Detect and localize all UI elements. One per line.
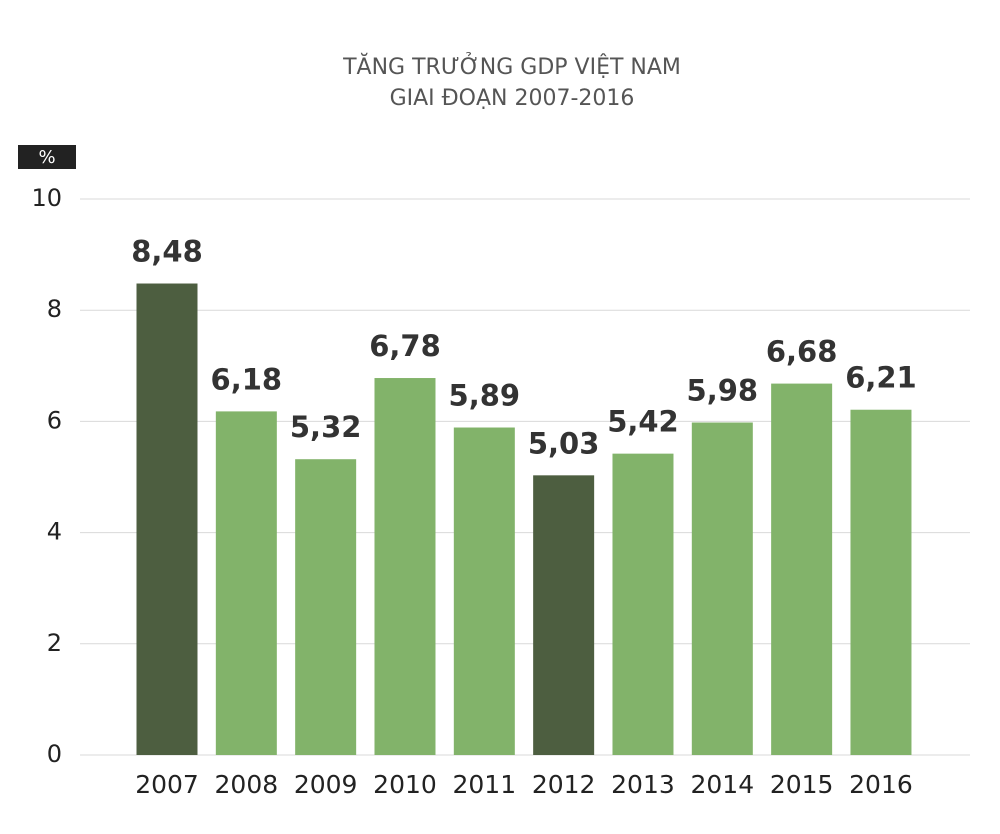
y-tick-label: 6 bbox=[47, 406, 62, 434]
x-tick-label: 2013 bbox=[611, 770, 675, 799]
value-label: 5,42 bbox=[607, 405, 679, 439]
value-label: 5,03 bbox=[528, 426, 600, 460]
x-tick-label: 2014 bbox=[690, 770, 754, 799]
bar bbox=[215, 411, 277, 755]
bar bbox=[612, 453, 674, 755]
x-tick-label: 2008 bbox=[215, 770, 279, 799]
y-tick-label: 8 bbox=[47, 295, 62, 323]
chart-subtitle: GIAI ĐOẠN 2007-2016 bbox=[390, 86, 635, 111]
bar bbox=[771, 383, 833, 755]
y-tick-label: 0 bbox=[47, 740, 62, 768]
unit-box bbox=[18, 145, 76, 169]
x-tick-label: 2011 bbox=[453, 770, 517, 799]
bar bbox=[374, 378, 436, 755]
y-tick-label: 2 bbox=[47, 629, 62, 657]
value-label: 5,98 bbox=[687, 374, 759, 408]
x-tick-label: 2012 bbox=[532, 770, 596, 799]
bar bbox=[136, 283, 198, 755]
value-label: 5,32 bbox=[290, 410, 362, 444]
value-label: 6,68 bbox=[766, 335, 838, 369]
value-label: 6,18 bbox=[211, 362, 283, 396]
x-tick-label: 2015 bbox=[770, 770, 834, 799]
y-tick-label: 4 bbox=[47, 518, 62, 546]
value-label: 8,48 bbox=[131, 235, 203, 269]
value-label: 5,89 bbox=[449, 379, 521, 413]
chart-title: TĂNG TRƯỞNG GDP VIỆT NAM bbox=[342, 52, 681, 80]
x-tick-label: 2010 bbox=[373, 770, 437, 799]
value-label: 6,21 bbox=[845, 361, 917, 395]
bar bbox=[691, 422, 753, 755]
bar bbox=[850, 409, 912, 755]
x-tick-label: 2016 bbox=[849, 770, 913, 799]
y-unit: % bbox=[38, 147, 55, 168]
bar bbox=[295, 459, 357, 755]
y-tick-label: 10 bbox=[31, 184, 62, 212]
bar bbox=[533, 475, 595, 755]
x-tick-label: 2009 bbox=[294, 770, 358, 799]
value-label: 6,78 bbox=[369, 329, 441, 363]
bar bbox=[453, 427, 515, 755]
x-tick-label: 2007 bbox=[135, 770, 199, 799]
